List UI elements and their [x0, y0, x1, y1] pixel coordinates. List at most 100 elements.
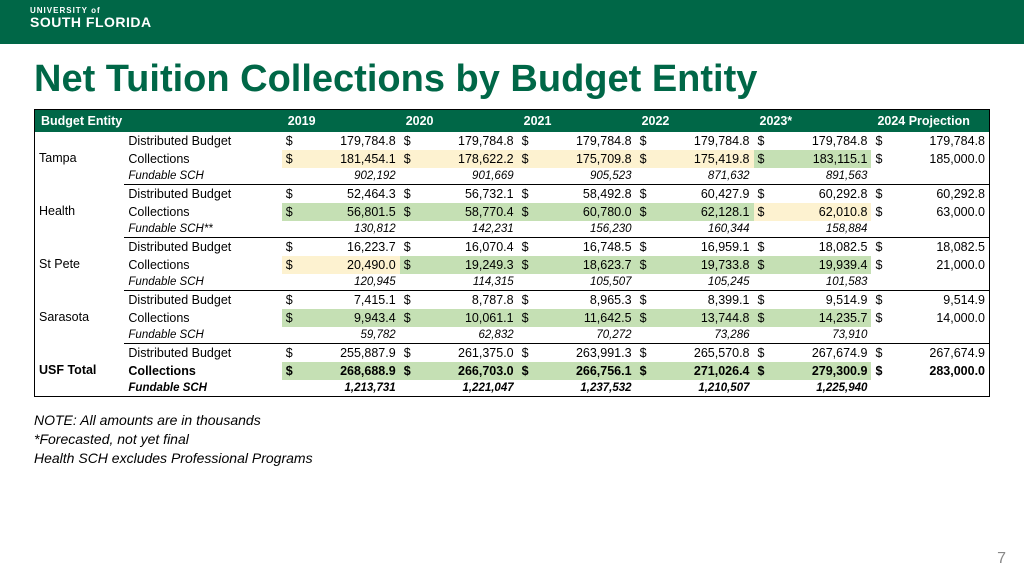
- value-cell: 255,887.9: [299, 344, 400, 363]
- currency-symbol: $: [282, 185, 299, 204]
- entity-name: Sarasota: [35, 291, 125, 344]
- value-cell: 14,000.0: [888, 309, 989, 327]
- value-cell: 266,703.0: [416, 362, 517, 380]
- value-cell: 13,744.8: [652, 309, 753, 327]
- value-cell: 179,784.8: [770, 132, 871, 150]
- value-cell: 16,959.1: [652, 238, 753, 257]
- currency-symbol: $: [636, 362, 653, 380]
- sch-cell: 1,213,731: [299, 380, 400, 397]
- row-label-dist: Distributed Budget: [124, 238, 281, 257]
- row-label-dist: Distributed Budget: [124, 132, 281, 150]
- notes: NOTE: All amounts are in thousands*Forec…: [34, 411, 990, 468]
- sch-cell: 120,945: [299, 274, 400, 291]
- sch-cell: 105,245: [652, 274, 753, 291]
- currency-symbol: $: [400, 203, 417, 221]
- row-label-sch: Fundable SCH: [124, 168, 281, 185]
- currency-symbol: $: [518, 185, 535, 204]
- value-cell: 279,300.9: [770, 362, 871, 380]
- value-cell: 175,419.8: [652, 150, 753, 168]
- sch-cell: 160,344: [652, 221, 753, 238]
- value-cell: 267,674.9: [888, 344, 989, 363]
- currency-symbol: $: [754, 309, 771, 327]
- sch-cell: 62,832: [416, 327, 517, 344]
- value-cell: 265,570.8: [652, 344, 753, 363]
- value-cell: 175,709.8: [534, 150, 635, 168]
- currency-symbol: $: [871, 238, 888, 257]
- sch-cell: 114,315: [416, 274, 517, 291]
- currency-symbol: $: [754, 132, 771, 150]
- currency-symbol: $: [518, 309, 535, 327]
- sch-cell: 105,507: [534, 274, 635, 291]
- currency-symbol: $: [282, 203, 299, 221]
- currency-symbol: $: [518, 150, 535, 168]
- value-cell: 8,965.3: [534, 291, 635, 310]
- row-label-sch: Fundable SCH: [124, 274, 281, 291]
- value-cell: 56,732.1: [416, 185, 517, 204]
- value-cell: 58,770.4: [416, 203, 517, 221]
- sch-cell: 158,884: [770, 221, 871, 238]
- entity-name: St Pete: [35, 238, 125, 291]
- univ-line2: SOUTH FLORIDA: [30, 14, 994, 30]
- currency-symbol: $: [871, 362, 888, 380]
- currency-symbol: $: [518, 256, 535, 274]
- currency-symbol: $: [282, 309, 299, 327]
- entity-name: Tampa: [35, 132, 125, 185]
- row-label-dist: Distributed Budget: [124, 344, 281, 363]
- value-cell: 271,026.4: [652, 362, 753, 380]
- row-label-coll: Collections: [124, 203, 281, 221]
- currency-symbol: $: [871, 203, 888, 221]
- row-label-sch: Fundable SCH**: [124, 221, 281, 238]
- value-cell: 9,943.4: [299, 309, 400, 327]
- value-cell: 16,748.5: [534, 238, 635, 257]
- row-label-sch: Fundable SCH: [124, 327, 281, 344]
- currency-symbol: $: [636, 132, 653, 150]
- value-cell: 178,622.2: [416, 150, 517, 168]
- sch-cell: 130,812: [299, 221, 400, 238]
- value-cell: 16,223.7: [299, 238, 400, 257]
- row-label-coll: Collections: [124, 256, 281, 274]
- value-cell: 58,492.8: [534, 185, 635, 204]
- row-label-dist: Distributed Budget: [124, 185, 281, 204]
- value-cell: 268,688.9: [299, 362, 400, 380]
- currency-symbol: $: [282, 132, 299, 150]
- currency-symbol: $: [636, 203, 653, 221]
- value-cell: 181,454.1: [299, 150, 400, 168]
- currency-symbol: $: [636, 291, 653, 310]
- value-cell: 18,623.7: [534, 256, 635, 274]
- value-cell: 56,801.5: [299, 203, 400, 221]
- sch-cell: 1,225,940: [770, 380, 871, 397]
- currency-symbol: $: [400, 309, 417, 327]
- sch-cell: 1,221,047: [416, 380, 517, 397]
- currency-symbol: $: [871, 150, 888, 168]
- sch-cell: [888, 168, 989, 185]
- page-number: 7: [997, 550, 1006, 568]
- page-title: Net Tuition Collections by Budget Entity: [34, 58, 990, 101]
- currency-symbol: $: [636, 344, 653, 363]
- value-cell: 60,427.9: [652, 185, 753, 204]
- value-cell: 9,514.9: [770, 291, 871, 310]
- currency-symbol: $: [400, 238, 417, 257]
- currency-symbol: $: [636, 150, 653, 168]
- value-cell: 62,010.8: [770, 203, 871, 221]
- value-cell: 261,375.0: [416, 344, 517, 363]
- value-cell: 8,399.1: [652, 291, 753, 310]
- sch-cell: 891,563: [770, 168, 871, 185]
- value-cell: 19,249.3: [416, 256, 517, 274]
- value-cell: 283,000.0: [888, 362, 989, 380]
- note-line: Health SCH excludes Professional Program…: [34, 449, 990, 468]
- currency-symbol: $: [518, 238, 535, 257]
- sch-cell: [888, 327, 989, 344]
- currency-symbol: $: [754, 362, 771, 380]
- value-cell: 179,784.8: [888, 132, 989, 150]
- currency-symbol: $: [754, 291, 771, 310]
- currency-symbol: $: [282, 256, 299, 274]
- sch-cell: 73,286: [652, 327, 753, 344]
- currency-symbol: $: [400, 132, 417, 150]
- currency-symbol: $: [636, 256, 653, 274]
- currency-symbol: $: [518, 362, 535, 380]
- currency-symbol: $: [282, 344, 299, 363]
- currency-symbol: $: [871, 309, 888, 327]
- row-label-coll: Collections: [124, 362, 281, 380]
- brand-header: UNIVERSITY of SOUTH FLORIDA: [0, 0, 1024, 44]
- currency-symbol: $: [871, 256, 888, 274]
